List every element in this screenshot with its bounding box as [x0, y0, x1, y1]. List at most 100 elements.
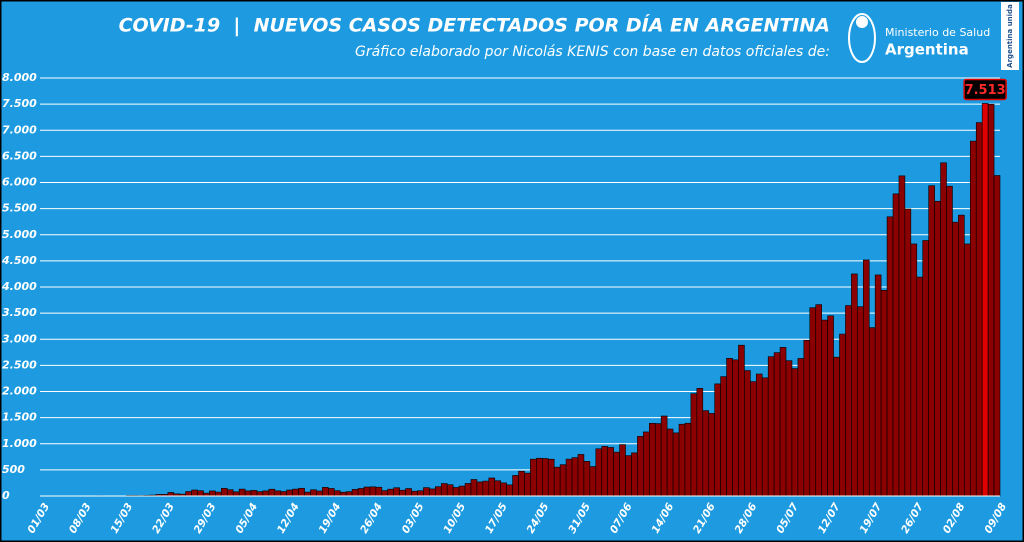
bar	[690, 393, 698, 497]
bar	[363, 486, 371, 497]
source-line: Ministerio de Salud	[885, 26, 990, 39]
bar	[298, 487, 305, 497]
bar	[821, 319, 828, 497]
bar	[215, 491, 222, 497]
bar	[827, 315, 834, 497]
y-tick-label: 1.500	[2, 411, 37, 424]
bar	[547, 458, 555, 497]
bar	[975, 122, 983, 497]
bar	[286, 489, 293, 497]
bar	[779, 347, 787, 497]
y-tick-label: 4.500	[1, 254, 37, 267]
bar	[874, 274, 882, 497]
bar	[268, 488, 276, 497]
bar	[643, 431, 650, 497]
bar	[862, 259, 870, 497]
bar	[660, 415, 668, 497]
y-tick-label: 2.000	[2, 385, 37, 398]
bar	[868, 327, 876, 497]
bar	[488, 477, 496, 497]
bar	[310, 489, 317, 497]
bar	[553, 466, 561, 497]
bar	[845, 305, 852, 497]
bar	[328, 488, 335, 497]
bar	[898, 175, 906, 497]
bar	[476, 481, 484, 497]
bar	[167, 492, 175, 497]
bar	[755, 373, 763, 497]
bar	[684, 422, 692, 497]
bar	[500, 482, 507, 497]
bar	[292, 488, 299, 497]
bar	[666, 428, 674, 497]
bar	[785, 360, 793, 497]
value-label-box	[963, 78, 1007, 101]
bar	[803, 340, 811, 497]
bar	[435, 486, 442, 497]
bar	[797, 358, 805, 497]
bar	[333, 490, 341, 497]
bar	[536, 457, 543, 497]
bar	[672, 432, 680, 497]
bar	[458, 485, 466, 497]
y-tick-label: 0	[2, 489, 10, 502]
y-tick-label: 5.000	[2, 228, 37, 241]
bar	[678, 423, 686, 497]
bar	[631, 452, 638, 497]
bar	[880, 289, 888, 497]
bar	[191, 489, 198, 497]
y-tick-label: 8.000	[2, 71, 37, 84]
bar	[381, 490, 389, 497]
bar	[542, 458, 549, 497]
bar	[987, 103, 995, 497]
bar	[892, 193, 900, 497]
bar	[494, 480, 501, 497]
bar	[964, 243, 971, 497]
source-logo: Ministerio de Salud Argentina	[848, 13, 990, 63]
logo-emblem	[848, 13, 876, 63]
bar	[981, 103, 989, 497]
bar	[708, 413, 715, 497]
bar	[809, 307, 817, 497]
bar	[613, 451, 620, 497]
bar	[589, 466, 597, 497]
bar	[607, 447, 614, 497]
bar	[250, 490, 258, 497]
bar	[322, 487, 329, 497]
bar	[274, 490, 282, 497]
bar	[791, 368, 799, 497]
y-tick-label: 5.500	[2, 202, 37, 215]
bar	[399, 489, 406, 497]
bar	[464, 483, 472, 497]
bar	[940, 162, 947, 497]
bar	[375, 486, 383, 497]
bar	[559, 464, 567, 497]
bar	[280, 491, 288, 497]
bar	[619, 444, 626, 497]
bar	[839, 333, 846, 497]
y-tick-label: 1.000	[2, 437, 37, 450]
bar	[696, 388, 704, 497]
y-tick-label: 7.000	[2, 123, 37, 136]
bar	[351, 489, 359, 497]
bar	[928, 185, 935, 497]
bar	[238, 488, 246, 497]
y-tick-label: 2.500	[2, 358, 37, 371]
bar	[720, 376, 727, 497]
chart-title: COVID-19 | NUEVOS CASOS DETECTADOS POR D…	[119, 14, 830, 37]
bar	[482, 480, 490, 497]
bar	[209, 490, 216, 497]
logo-sun	[856, 16, 868, 28]
bar	[256, 491, 264, 497]
bar	[744, 370, 751, 497]
bar	[773, 352, 781, 497]
bar	[304, 491, 311, 497]
bar	[601, 446, 608, 497]
bar	[339, 491, 347, 497]
y-tick-label: 7.500	[2, 97, 37, 110]
bar	[714, 383, 721, 497]
bar	[411, 490, 418, 497]
bar	[524, 472, 531, 497]
y-tick-label: 3.500	[2, 306, 37, 319]
